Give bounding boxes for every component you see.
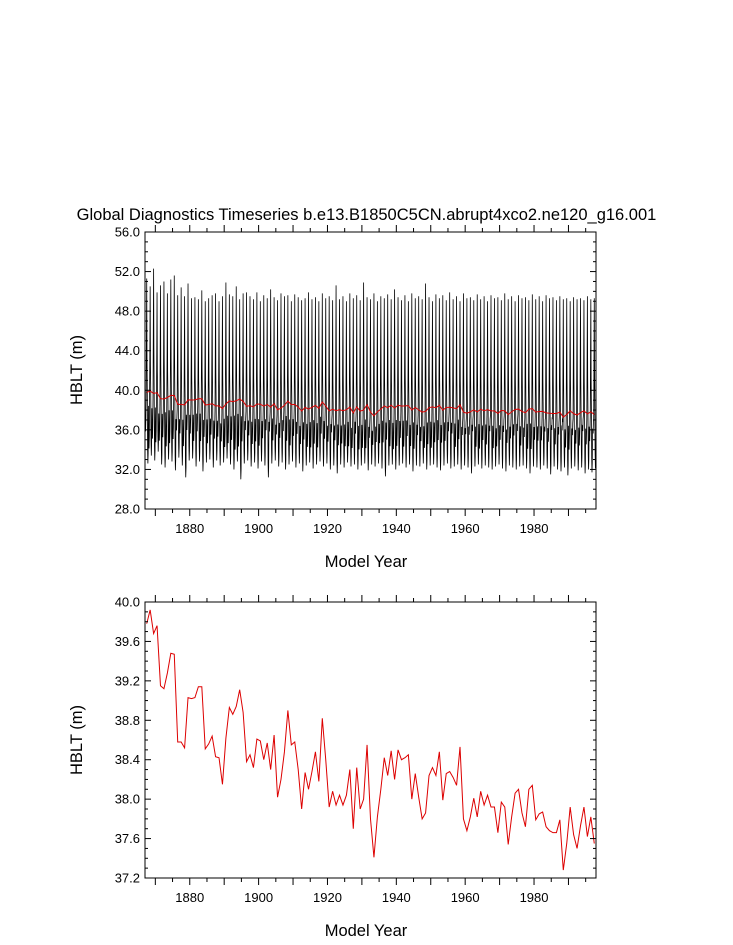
top-series-group [144,268,597,480]
bottom-y-axis-label: HBLT (m) [68,705,86,775]
bottom-ticks [145,595,596,885]
figure-title: Global Diagnostics Timeseries b.e13.B185… [77,206,657,224]
x-tick-label: 1940 [382,890,411,905]
top-y-axis-label: HBLT (m) [68,335,86,405]
bottom-x-axis-label: Model Year [325,922,408,940]
y-tick-label: 37.6 [115,831,140,846]
y-tick-label: 44.0 [115,343,140,358]
x-tick-label: 1940 [382,521,411,536]
x-tick-label: 1960 [451,890,480,905]
top-x-tick-labels: 1880 1900 1920 1940 1960 1980 [175,521,548,536]
bottom-chart: 37.2 37.6 38.0 38.4 38.8 39.2 39.6 40.0 1880 190… [68,595,597,940]
bottom-series-group [146,609,595,871]
bottom-y-tick-labels: 37.2 37.6 38.0 38.4 38.8 39.2 39.6 40.0 [115,595,140,886]
x-tick-label: 1880 [175,521,204,536]
y-tick-label: 37.2 [115,871,140,886]
y-tick-label: 38.8 [115,713,140,728]
top-x-axis-label: Model Year [325,553,408,571]
y-tick-label: 39.6 [115,634,140,649]
y-tick-label: 38.4 [115,752,140,767]
y-tick-label: 48.0 [115,304,140,319]
y-tick-label: 36.0 [115,422,140,437]
top-chart: 28.0 32.0 36.0 40.0 44.0 48.0 52.0 56.0 1880 190… [68,225,597,571]
x-tick-label: 1920 [313,890,342,905]
x-tick-label: 1920 [313,521,342,536]
top-ticks [145,225,596,516]
bottom-x-tick-labels: 1880 1900 1920 1940 1960 1980 [175,890,548,905]
x-tick-label: 1900 [244,521,273,536]
y-tick-label: 28.0 [115,502,140,517]
y-tick-label: 38.0 [115,792,140,807]
top-monthly-series-line [144,268,597,480]
top-y-tick-labels: 28.0 32.0 36.0 40.0 44.0 48.0 52.0 56.0 [115,225,140,517]
x-tick-label: 1900 [244,890,273,905]
y-tick-label: 40.0 [115,383,140,398]
x-tick-label: 1880 [175,890,204,905]
x-tick-label: 1960 [451,521,480,536]
x-tick-label: 1980 [520,521,549,536]
y-tick-label: 52.0 [115,264,140,279]
y-tick-label: 40.0 [115,595,140,610]
y-tick-label: 56.0 [115,225,140,240]
x-tick-label: 1980 [520,890,549,905]
y-tick-label: 39.2 [115,673,140,688]
top-annual-mean-line [146,390,595,418]
bottom-annual-mean-line [146,609,595,871]
y-tick-label: 32.0 [115,462,140,477]
